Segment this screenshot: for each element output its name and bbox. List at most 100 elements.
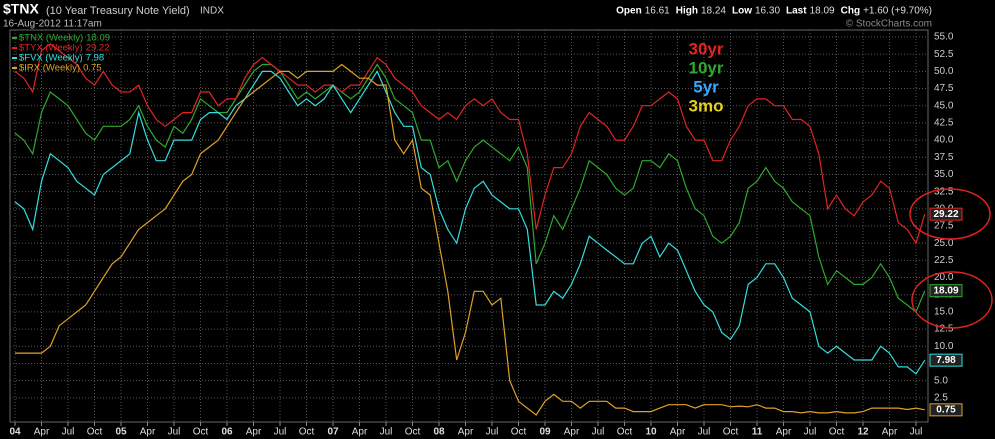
x-tick-label: Jul (380, 427, 393, 438)
y-tick-label: 32.5 (934, 186, 954, 197)
grid (10, 30, 928, 422)
last-value-box (929, 207, 963, 221)
symbol-name: (10 Year Treasury Note Yield) (46, 5, 190, 17)
y-tick-label: 10.0 (934, 341, 954, 352)
x-tick-label: 05 (115, 427, 127, 438)
exchange: INDX (200, 6, 224, 17)
highlight-circle (909, 188, 991, 240)
legend-value: 0.75 (83, 63, 102, 74)
x-tick-label: Apr (352, 427, 368, 438)
x-tick-label: 06 (221, 427, 233, 438)
last-value-label: 7.98 (936, 355, 956, 366)
annotation: 5yr (693, 77, 719, 96)
x-tick-label: 07 (327, 427, 339, 438)
x-tick-label: Oct (299, 427, 315, 438)
y-tick-label: 22.5 (934, 255, 954, 266)
x-tick-label: Oct (87, 427, 103, 438)
quote-value: +1.60 (+9.70%) (863, 6, 932, 17)
quote-label: Open (616, 6, 642, 17)
y-tick-label: 45.0 (934, 100, 954, 111)
quote-value: 16.30 (755, 6, 780, 17)
series-line (14, 43, 926, 245)
y-tick-label: 5.0 (934, 375, 948, 386)
series-line (14, 70, 926, 375)
x-tick-label: Jul (274, 427, 287, 438)
legend-label: $IRX (Weekly) (19, 63, 80, 74)
y-tick-label: 20.0 (934, 272, 954, 283)
x-tick-label: Jul (486, 427, 499, 438)
x-tick-label: 09 (539, 427, 551, 438)
y-tick-label: 25.0 (934, 238, 954, 249)
last-value-box (929, 353, 963, 367)
highlight-circle (911, 271, 993, 329)
watermark: © StockCharts.com (846, 19, 932, 30)
axes: 2.55.07.510.012.515.017.520.022.525.027.… (9, 32, 963, 438)
quote-label: Low (732, 6, 752, 17)
x-tick-label: Jul (62, 427, 75, 438)
quote-value: 18.09 (810, 6, 835, 17)
legend-label: $TYX (Weekly) (19, 43, 83, 54)
x-tick-label: Oct (829, 427, 845, 438)
quote-label: Last (786, 6, 807, 17)
x-tick-label: Apr (564, 427, 580, 438)
x-tick-label: Apr (882, 427, 898, 438)
last-value-label: 0.75 (936, 404, 956, 415)
quote-label: Chg (841, 6, 860, 17)
y-tick-label: 15.0 (934, 307, 954, 318)
x-tick-label: Oct (193, 427, 209, 438)
y-tick-label: 37.5 (934, 152, 954, 163)
x-tick-label: 12 (857, 427, 869, 438)
x-tick-label: Jul (592, 427, 605, 438)
y-tick-label: 52.5 (934, 49, 954, 60)
y-tick-label: 2.5 (934, 392, 948, 403)
timestamp: 16-Aug-2012 11:17am (3, 19, 102, 30)
annotation: 30yr (689, 39, 724, 58)
y-tick-label: 12.5 (934, 324, 954, 335)
annotation: 3mo (689, 96, 724, 115)
series-line (15, 63, 925, 416)
x-tick-label: 11 (752, 427, 763, 438)
x-tick-label: Jul (698, 427, 711, 438)
legend-label: $TNX (Weekly) (19, 33, 83, 44)
x-tick-label: 10 (645, 427, 657, 438)
x-tick-label: 04 (9, 427, 21, 438)
y-tick-label: 42.5 (934, 118, 954, 129)
x-tick-label: Jul (804, 427, 817, 438)
last-value-box (929, 403, 963, 417)
y-tick-label: 47.5 (934, 83, 954, 94)
last-value-label: 29.22 (933, 209, 958, 220)
last-value-box (929, 284, 963, 298)
legend-value: 7.98 (86, 53, 105, 64)
x-tick-label: Apr (140, 427, 156, 438)
x-tick-label: Oct (617, 427, 633, 438)
quote-value: 16.61 (645, 6, 670, 17)
x-tick-label: Apr (246, 427, 262, 438)
x-tick-label: Apr (34, 427, 50, 438)
quote-label: High (676, 6, 698, 17)
y-tick-label: 50.0 (934, 66, 954, 77)
x-tick-label: Oct (723, 427, 739, 438)
x-tick-label: Apr (776, 427, 792, 438)
quote-value: 18.24 (701, 6, 726, 17)
x-tick-label: 08 (433, 427, 445, 438)
x-tick-label: Apr (670, 427, 686, 438)
x-tick-label: Jul (168, 427, 181, 438)
x-tick-label: Jul (910, 427, 923, 438)
last-value-label: 18.09 (933, 285, 958, 296)
symbol: $TNX (3, 1, 39, 17)
lines (14, 43, 926, 416)
y-tick-label: 55.0 (934, 32, 954, 43)
y-tick-label: 35.0 (934, 169, 954, 180)
y-tick-label: 27.5 (934, 221, 954, 232)
series-line (14, 63, 926, 313)
legend-value: 18.09 (86, 33, 110, 44)
y-tick-label: 40.0 (934, 135, 954, 146)
legend-value: 29.22 (86, 43, 110, 54)
x-tick-label: Apr (458, 427, 474, 438)
legend-label: $FVX (Weekly) (19, 53, 83, 64)
x-tick-label: Oct (405, 427, 421, 438)
x-tick-label: Oct (511, 427, 527, 438)
